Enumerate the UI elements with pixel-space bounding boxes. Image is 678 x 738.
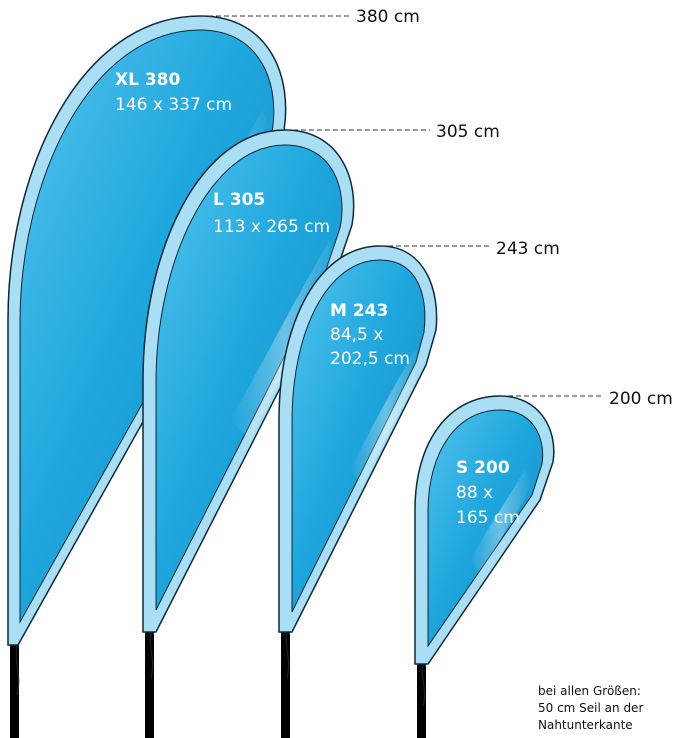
- flag-m-rope: [285, 631, 290, 679]
- flag-xl-dims-line-1: 146 x 337 cm: [115, 95, 232, 115]
- flag-l-dims-line-1: 113 x 265 cm: [213, 217, 330, 237]
- flag-s: S 200 88 x 165 cm 200 cm: [414, 389, 673, 738]
- rope-note-line-3: Nahtunterkante: [538, 718, 633, 732]
- flag-s-dims-line-2: 165 cm: [456, 508, 520, 528]
- rope-note-line-1: bei allen Größen:: [538, 684, 641, 698]
- flag-s-dims-line-1: 88 x: [456, 483, 493, 503]
- flag-m-height-label: 243 cm: [496, 239, 560, 259]
- flag-l-fabric: [155, 144, 343, 611]
- flag-l-height-label: 305 cm: [436, 122, 500, 142]
- flag-l: L 305 113 x 265 cm 305 cm: [142, 122, 500, 738]
- flag-xl-name: XL 380: [115, 70, 181, 90]
- flag-s-fabric: [427, 409, 544, 648]
- flag-xl-height-label: 380 cm: [356, 7, 420, 27]
- flag-m-pole: [281, 632, 290, 738]
- flag-l-rope: [149, 631, 154, 679]
- flag-s-pole: [417, 664, 426, 738]
- flag-m-name: M 243: [330, 301, 388, 321]
- flag-l-name: L 305: [213, 190, 265, 210]
- flag-m-dims-line-1: 84,5 x: [330, 325, 383, 345]
- flag-m-fabric: [291, 259, 426, 613]
- flag-m-shine: [350, 350, 422, 485]
- flag-xl-pole: [10, 645, 19, 738]
- rope-note-line-2: 50 cm Seil an der: [538, 701, 643, 715]
- flag-xl-rope: [15, 644, 20, 696]
- rope-note: bei allen Größen: 50 cm Seil an der Naht…: [538, 684, 643, 732]
- flag-s-name: S 200: [456, 458, 510, 478]
- flag-s-shine: [470, 470, 532, 575]
- flag-s-height-label: 200 cm: [609, 389, 673, 409]
- flag-s-rope: [421, 663, 426, 707]
- flag-l-pole: [145, 630, 154, 738]
- flag-m: M 243 84,5 x 202,5 cm 243 cm: [278, 239, 560, 738]
- flag-m-dims-line-2: 202,5 cm: [330, 349, 410, 369]
